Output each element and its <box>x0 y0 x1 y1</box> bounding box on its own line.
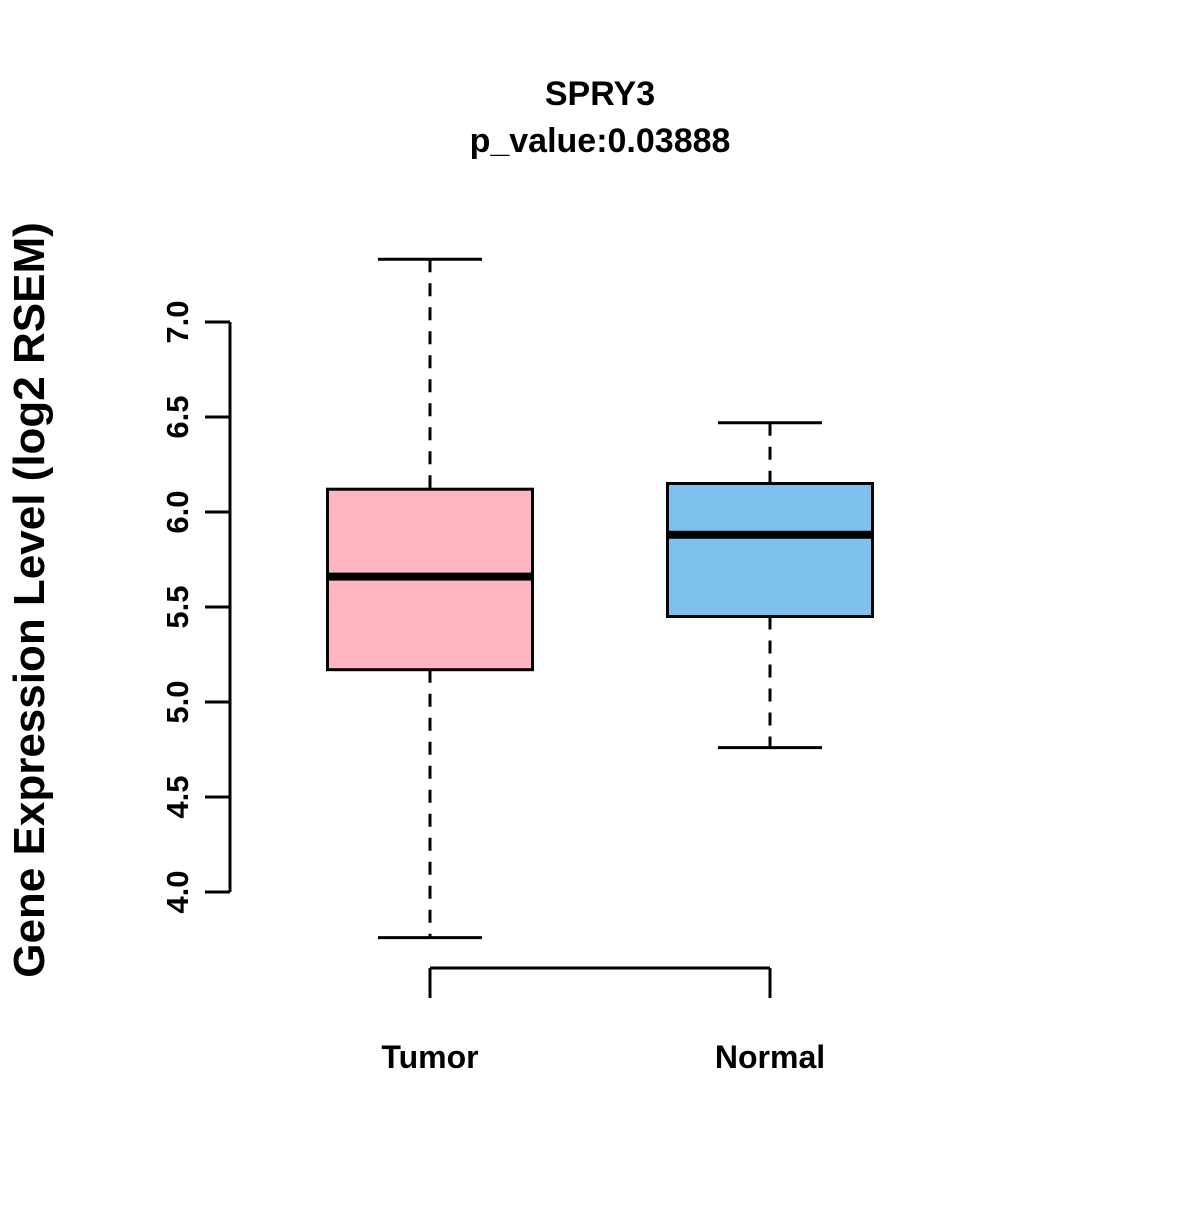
chart-subtitle: p_value:0.03888 <box>470 122 731 160</box>
y-tick-label: 6.5 <box>160 395 195 438</box>
y-tick-label: 7.0 <box>160 300 195 343</box>
y-tick-label: 4.0 <box>160 870 195 913</box>
plot-area: 4.0 4.5 5.0 5.5 6.0 6.5 7.0 Tumor Normal <box>160 257 874 1075</box>
y-tick-label: 5.0 <box>160 680 195 723</box>
box-normal <box>666 482 874 618</box>
y-tick-label: 6.0 <box>160 490 195 533</box>
y-tick-label: 4.5 <box>160 775 195 818</box>
y-axis-label: Gene Expression Level (log2 RSEM) <box>5 222 54 978</box>
x-tick-label-tumor: Tumor <box>381 1039 478 1075</box>
x-tick-label-normal: Normal <box>715 1039 825 1075</box>
y-tick-label: 5.5 <box>160 585 195 628</box>
chart-title: SPRY3 <box>545 75 655 113</box>
